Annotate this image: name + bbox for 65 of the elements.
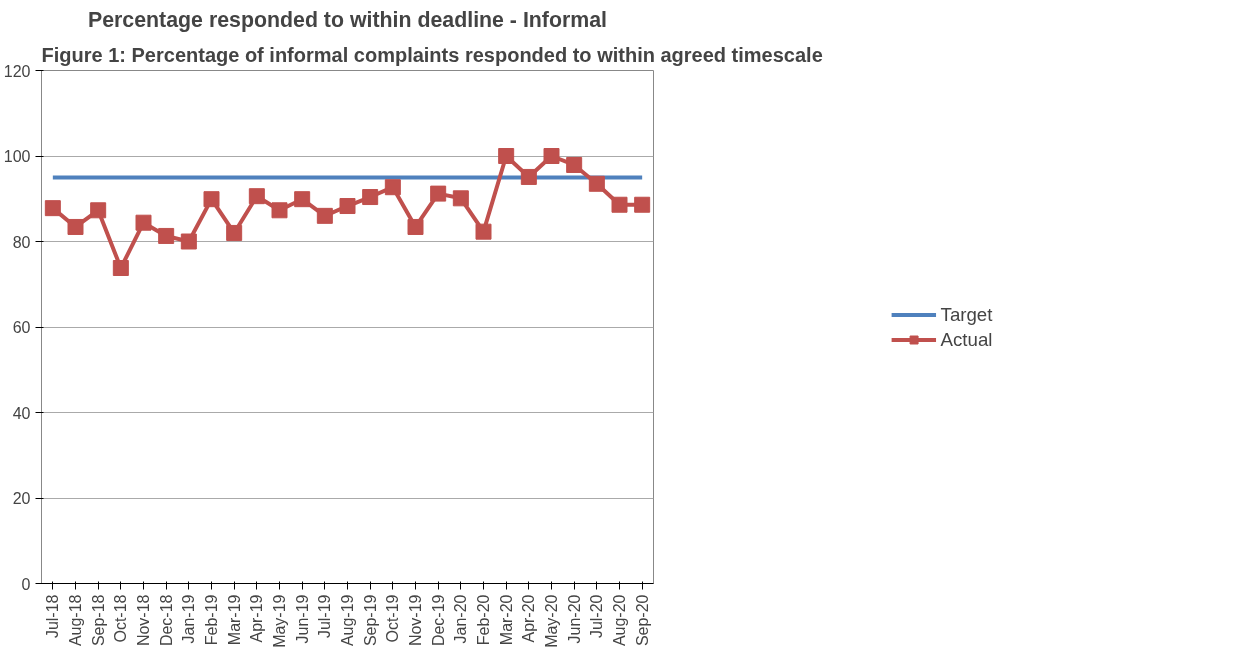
y-tick-label: 60 — [12, 319, 31, 336]
x-tick-label: Sep-19 — [361, 594, 379, 647]
x-tick-label: Aug-18 — [67, 594, 84, 647]
point — [634, 196, 651, 213]
x-tick-label: Nov-19 — [407, 594, 424, 647]
x-tick-label: Jan-20 — [452, 594, 470, 644]
point — [316, 207, 333, 224]
point — [158, 227, 175, 244]
x-tick-label: Mar-19 — [225, 594, 243, 646]
point — [44, 200, 61, 217]
x-tick-label: May-19 — [271, 594, 288, 648]
y-tick-label: 80 — [12, 233, 31, 251]
y-tick-label: 120 — [3, 62, 31, 80]
point — [67, 218, 84, 235]
y-tick-label: 100 — [3, 148, 31, 165]
x-tick-label: Dec-19 — [429, 594, 447, 647]
x-tick-label: Apr-20 — [520, 594, 538, 643]
x-tick-label: Dec-18 — [157, 594, 175, 647]
point — [271, 202, 288, 219]
x-tick-label: Jul-18 — [44, 594, 62, 639]
chart-title: Percentage responded to within deadline - Informal — [87, 7, 608, 32]
x-tick-label: Oct-19 — [384, 594, 402, 643]
point — [362, 189, 379, 206]
x-tick-label: Aug-20 — [611, 594, 628, 647]
x-tick-label: Jul-20 — [588, 594, 606, 639]
point — [135, 214, 152, 231]
point — [112, 260, 129, 277]
x-tick-label: Mar-20 — [497, 594, 515, 646]
point — [203, 191, 220, 208]
point — [407, 218, 424, 235]
point — [566, 156, 583, 173]
point — [452, 190, 469, 207]
x-tick-label: Sep-20 — [633, 594, 651, 647]
x-tick-label: Oct-18 — [112, 594, 130, 643]
legend-label: Target — [940, 303, 993, 325]
x-tick-label: Sep-18 — [89, 594, 107, 647]
y-tick-label: 20 — [12, 490, 31, 507]
x-tick-label: Jun-19 — [293, 594, 311, 644]
x-tick-label: Aug-19 — [339, 594, 356, 647]
point — [475, 223, 492, 240]
point — [520, 168, 537, 185]
x-tick-label: Jul-19 — [316, 594, 334, 639]
point — [180, 233, 197, 250]
x-tick-label: Feb-19 — [203, 594, 220, 646]
x-tick-label: Apr-19 — [248, 594, 266, 643]
x-tick-label: Jan-19 — [180, 594, 198, 644]
point — [430, 185, 447, 202]
y-tick-label: 0 — [21, 575, 31, 593]
point — [498, 148, 515, 164]
point — [248, 188, 265, 205]
point — [339, 198, 356, 215]
point — [543, 148, 560, 164]
legend-label: Actual — [940, 328, 993, 350]
point — [588, 175, 605, 192]
x-tick-label: Feb-20 — [475, 594, 492, 646]
point — [294, 191, 311, 208]
point — [611, 196, 628, 213]
point — [226, 224, 243, 241]
point — [90, 202, 107, 219]
x-tick-label: Nov-18 — [135, 594, 152, 647]
y-tick-label: 40 — [12, 404, 31, 422]
x-tick-label: Jun-20 — [565, 594, 583, 644]
caption: Figure 1: Percentage of informal complaints responded to within agreed timescale — [41, 43, 823, 66]
point — [384, 179, 401, 196]
x-tick-label: May-20 — [543, 594, 560, 648]
